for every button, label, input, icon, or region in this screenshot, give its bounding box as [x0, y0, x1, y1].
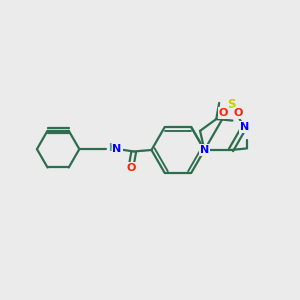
- Text: N: N: [200, 145, 209, 155]
- Text: H: H: [108, 142, 116, 153]
- Text: O: O: [234, 108, 243, 118]
- Text: N: N: [240, 122, 249, 132]
- Text: N: N: [112, 144, 122, 154]
- Text: O: O: [126, 163, 136, 173]
- Text: S: S: [227, 98, 235, 111]
- Text: O: O: [219, 108, 228, 118]
